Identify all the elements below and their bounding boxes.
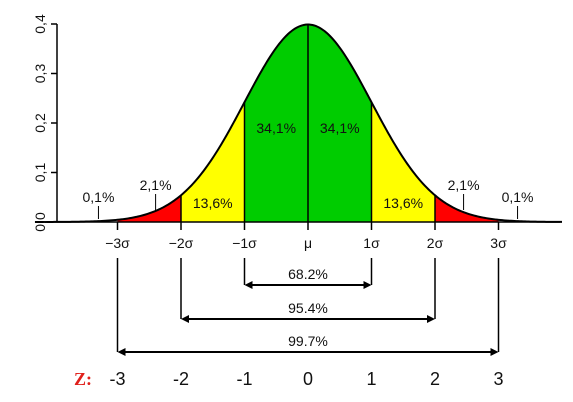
range-arrow-right [490,348,499,356]
region-6 [435,195,499,222]
region-pct-label: 34,1% [256,120,296,136]
region-pct-label: 2,1% [140,177,172,193]
range-label: 68.2% [288,266,328,282]
y-tick-label: 0,3 [32,64,48,84]
range-brackets: 68.2% 95.4% 99.7% [116,258,500,356]
range-arrow-left [181,315,189,323]
z-value: -2 [173,369,189,389]
x-tick-label: 2σ [427,235,444,251]
tail-pct-label: 0,1% [82,189,114,205]
x-tick-label: 1σ [363,235,380,251]
y-tick-label: 0,1 [32,163,48,183]
range-label: 95.4% [288,300,328,316]
z-value: -1 [236,369,252,389]
z-label: Z: [74,369,92,389]
z-row: Z: -3 -2 -1 0 1 2 3 [74,369,504,389]
range-arrow-right [427,315,435,323]
z-value: 3 [493,369,503,389]
region-pct-label: 13,6% [193,195,233,211]
x-tick-label: −1σ [232,235,257,251]
range-arrow-left [117,348,126,356]
z-value: 0 [303,369,313,389]
range-arrow-left [244,281,253,289]
region-pct-label: 13,6% [383,195,423,211]
y-tick-label: 0,0 [32,212,48,232]
density-curve-layer [34,23,562,223]
range-arrow-right [363,281,372,289]
y-tick-label: 0,4 [32,14,48,34]
region-1 [117,195,181,222]
region-pct-label: 34,1% [320,120,360,136]
range-label: 99.7% [288,333,328,349]
shaded-regions [117,24,499,222]
x-tick-label: −2σ [169,235,194,251]
labels: 34,1% 34,1% 13,6% 13,6% 2,1% 2,1% 0,1% 0,1% [82,120,534,219]
z-value: 2 [430,369,440,389]
x-tick-label: 3σ [490,235,507,251]
axes: 0,0 0,1 0,2 0,3 0,4 −3σ −2σ −1σ μ 1σ 2σ 3σ [32,14,560,251]
z-value: 1 [366,369,376,389]
y-tick-label: 0,2 [32,113,48,133]
x-tick-label: −3σ [105,235,130,251]
x-tick-label: μ [304,235,312,251]
region-pct-label: 2,1% [448,177,480,193]
density-curve [34,23,562,223]
z-value: -3 [109,369,125,389]
tail-pct-label: 0,1% [502,189,534,205]
